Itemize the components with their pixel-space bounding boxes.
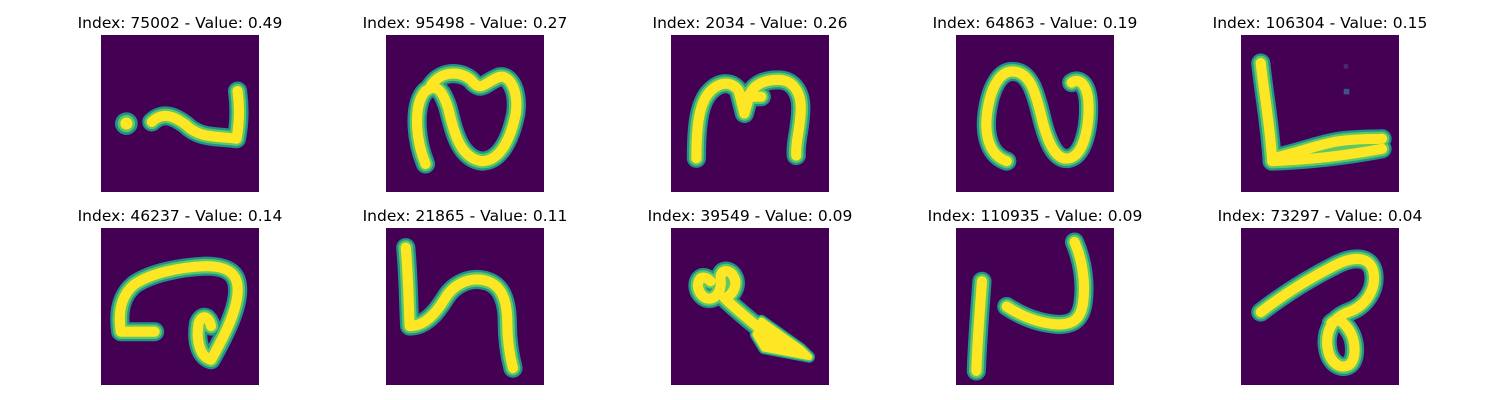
panel-2: Index: 95498 - Value: 0.27 <box>345 12 585 192</box>
panel-title: Index: 64863 - Value: 0.19 <box>932 14 1138 32</box>
glyph-h-curve-icon <box>386 228 544 385</box>
panel-7: Index: 21865 - Value: 0.11 <box>345 205 585 385</box>
glyph-image <box>1241 228 1399 385</box>
panel-title: Index: 2034 - Value: 0.26 <box>652 14 848 32</box>
panel-title: Index: 95498 - Value: 0.27 <box>362 14 568 32</box>
glyph-stroke-layer <box>120 86 245 144</box>
glyph-image <box>101 35 259 192</box>
glyph-image <box>671 35 829 192</box>
glyph-stroke-layer <box>981 66 1094 167</box>
glyph-image <box>1241 35 1399 192</box>
glyph-image <box>386 35 544 192</box>
glyph-dot-tilde-icon <box>101 35 259 192</box>
panel-title: Index: 21865 - Value: 0.11 <box>362 207 568 225</box>
glyph-image <box>101 228 259 385</box>
panel-9: Index: 110935 - Value: 0.09 <box>915 205 1155 385</box>
panel-4: Index: 64863 - Value: 0.19 <box>915 12 1155 192</box>
glyph-s-curve-icon <box>956 35 1114 192</box>
glyph-stroke-layer <box>971 236 1090 377</box>
glyph-bar-hook-icon <box>956 228 1114 385</box>
panel-title: Index: 73297 - Value: 0.04 <box>1217 207 1423 225</box>
glyph-image <box>956 35 1114 192</box>
glyph-image <box>386 228 544 385</box>
panel-10: Index: 73297 - Value: 0.04 <box>1200 205 1440 385</box>
glyph-stroke-layer <box>400 242 519 374</box>
panel-8: Index: 39549 - Value: 0.09 <box>630 205 870 385</box>
glyph-spiral-icon <box>101 228 259 385</box>
panel-5: Index: 106304 - Value: 0.15 <box>1200 12 1440 192</box>
glyph-stroke-layer <box>412 68 522 170</box>
panel-title: Index: 106304 - Value: 0.15 <box>1212 14 1428 32</box>
panel-title: Index: 110935 - Value: 0.09 <box>927 207 1143 225</box>
glyph-loop-six-icon <box>1241 228 1399 385</box>
panel-title: Index: 75002 - Value: 0.49 <box>77 14 283 32</box>
panel-title: Index: 46237 - Value: 0.14 <box>77 207 283 225</box>
glyph-l-corner-icon <box>1241 35 1399 192</box>
glyph-loop-n-icon <box>386 35 544 192</box>
glyph-image <box>671 228 829 385</box>
glyph-stroke-layer <box>692 266 813 360</box>
glyph-image <box>956 228 1114 385</box>
glyph-stroke-layer <box>1255 57 1388 167</box>
glyph-stroke-layer <box>691 74 806 164</box>
panel-title: Index: 39549 - Value: 0.09 <box>647 207 853 225</box>
glyph-m-icon <box>671 35 829 192</box>
glyph-arrow-loop-icon <box>671 228 829 385</box>
glyph-stroke-layer <box>114 261 243 365</box>
glyph-stroke-layer <box>1255 253 1380 372</box>
panel-3: Index: 2034 - Value: 0.26 <box>630 12 870 192</box>
panel-1: Index: 75002 - Value: 0.49 <box>60 12 300 192</box>
panel-6: Index: 46237 - Value: 0.14 <box>60 205 300 385</box>
